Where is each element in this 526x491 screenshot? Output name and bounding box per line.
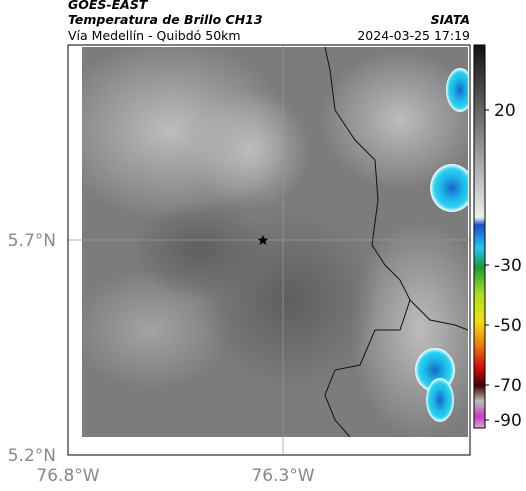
colorbar-label: -90 bbox=[494, 411, 522, 431]
map-frame bbox=[67, 44, 471, 456]
lon-label: 76.3°W bbox=[251, 466, 314, 486]
lat-label: 5.7°N bbox=[8, 231, 56, 251]
colorbar bbox=[473, 44, 486, 429]
source: SIATA bbox=[431, 12, 470, 27]
colorbar-label: 20 bbox=[494, 101, 516, 121]
colorbar-label: -30 bbox=[494, 256, 522, 276]
lat-label: 5.2°N bbox=[8, 446, 56, 466]
route: Vía Medellín - Quibdó 50km bbox=[68, 28, 241, 43]
product: Temperatura de Brillo CH13 bbox=[68, 12, 263, 27]
satellite: GOES-EAST bbox=[68, 0, 149, 12]
colorbar-label: -50 bbox=[494, 316, 522, 336]
colorbar-ticks bbox=[485, 109, 489, 421]
colorbar-label: -70 bbox=[494, 376, 522, 396]
satellite-image bbox=[82, 47, 468, 437]
lon-label: 76.8°W bbox=[36, 466, 99, 486]
location-star bbox=[257, 235, 269, 245]
timestamp: 2024-03-25 17:19 bbox=[357, 28, 470, 43]
